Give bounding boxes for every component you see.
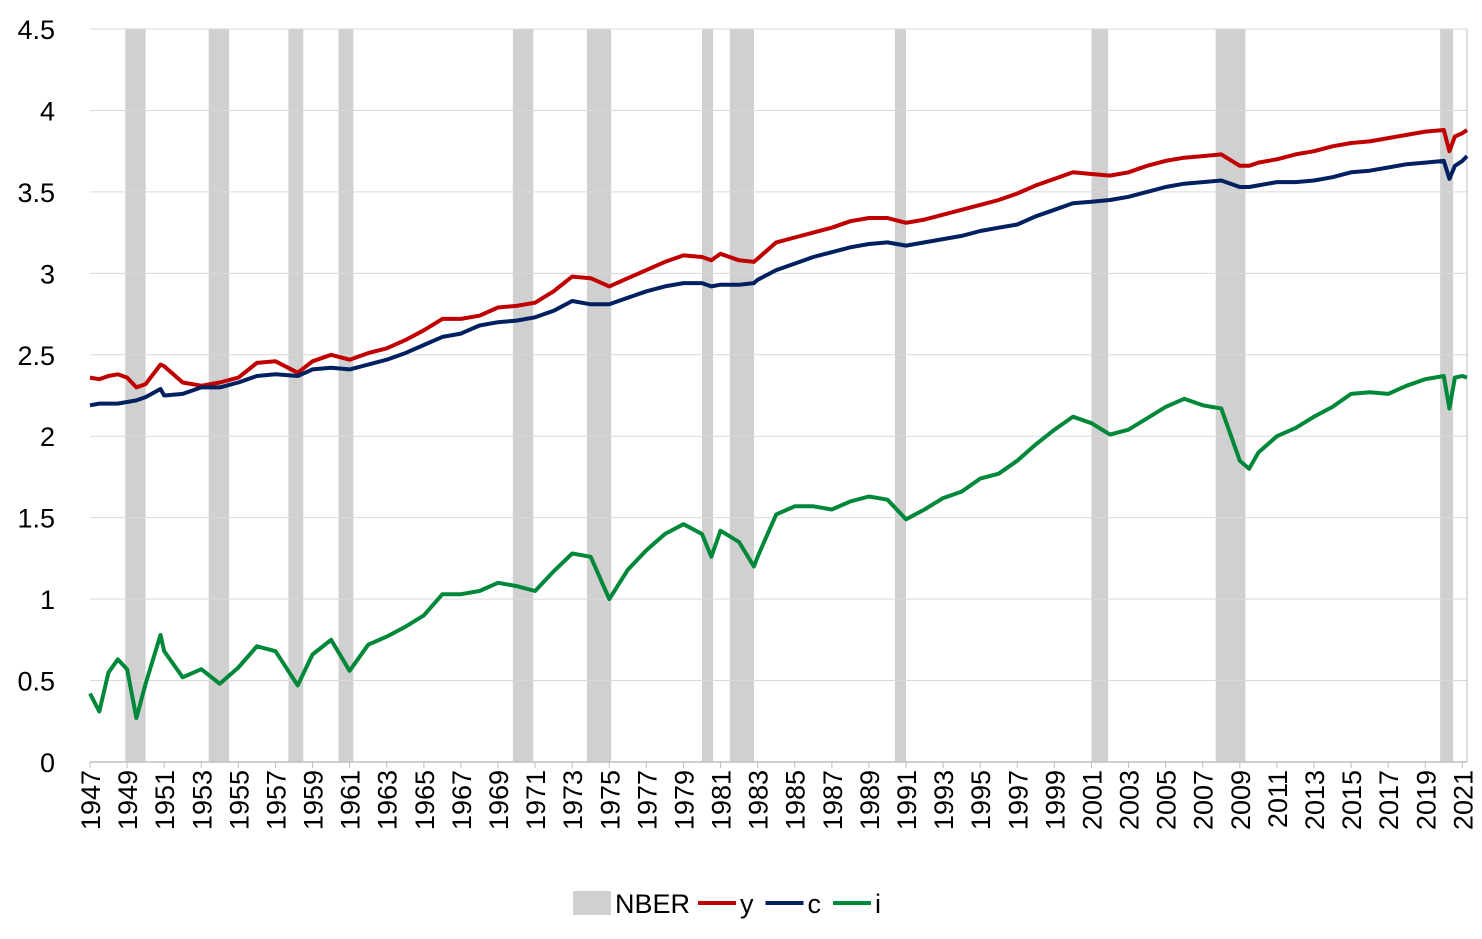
- x-tick-label: 1973: [558, 770, 588, 830]
- x-tick-label: 1977: [632, 770, 662, 830]
- x-tick-label: 1959: [299, 770, 329, 830]
- recession-band: [1215, 29, 1246, 762]
- y-tick-label: 3: [40, 259, 55, 289]
- y-tick-label: 4.5: [17, 15, 55, 45]
- legend-label: c: [808, 889, 822, 919]
- y-tick-label: 2.5: [17, 341, 55, 371]
- x-tick-label: 1951: [150, 770, 180, 830]
- y-tick-label: 2: [40, 422, 55, 452]
- x-tick-label: 1953: [187, 770, 217, 830]
- recession-band: [702, 29, 714, 762]
- legend-label: i: [875, 889, 881, 919]
- x-tick-label: 1949: [113, 770, 143, 830]
- x-tick-label: 2013: [1300, 770, 1330, 830]
- x-tick-label: 1965: [410, 770, 440, 830]
- recession-band: [512, 29, 534, 762]
- x-tick-label: 1991: [892, 770, 922, 830]
- legend-swatch: [573, 891, 611, 915]
- series-line: [88, 374, 1468, 720]
- x-tick-label: 1955: [224, 770, 254, 830]
- x-tick-label: 2001: [1077, 770, 1107, 830]
- y-tick-label: 4: [40, 96, 55, 126]
- x-tick-label: 1971: [521, 770, 551, 830]
- x-tick-label: 1969: [484, 770, 514, 830]
- x-tick-label: 1947: [76, 770, 106, 830]
- recession-band: [338, 29, 354, 762]
- legend-label: NBER: [615, 889, 690, 919]
- x-tick-label: 1957: [261, 770, 291, 830]
- recession-band: [894, 29, 906, 762]
- x-tick-label: 2007: [1189, 770, 1219, 830]
- x-tick-label: 1967: [447, 770, 477, 830]
- x-tick-label: 2021: [1448, 770, 1478, 830]
- x-tick-label: 1963: [373, 770, 403, 830]
- y-tick-label: 0.5: [17, 667, 55, 697]
- x-tick-label: 1985: [781, 770, 811, 830]
- x-tick-label: 1999: [1040, 770, 1070, 830]
- x-tick-label: 1981: [707, 770, 737, 830]
- series-line: [89, 128, 1469, 390]
- x-tick-label: 1975: [595, 770, 625, 830]
- x-tick-label: 1997: [1003, 770, 1033, 830]
- recession-band: [125, 29, 146, 762]
- x-tick-label: 2005: [1152, 770, 1182, 830]
- x-tick-label: 1995: [966, 770, 996, 830]
- recession-band: [587, 29, 612, 762]
- series-line: [89, 154, 1469, 408]
- y-tick-label: 3.5: [17, 178, 55, 208]
- x-tick-label: 2015: [1337, 770, 1367, 830]
- y-tick-label: 1: [40, 585, 55, 615]
- recession-band: [1091, 29, 1109, 762]
- x-tick-label: 1989: [855, 770, 885, 830]
- x-tick-label: 1979: [669, 770, 699, 830]
- x-tick-label: 1993: [929, 770, 959, 830]
- x-tick-label: 1983: [744, 770, 774, 830]
- x-tick-label: 2011: [1263, 770, 1293, 828]
- x-tick-label: 2017: [1374, 770, 1404, 830]
- legend-label: y: [740, 889, 754, 919]
- y-tick-label: 0: [40, 748, 55, 778]
- recession-band: [208, 29, 230, 762]
- x-tick-label: 2003: [1115, 770, 1145, 830]
- x-tick-label: 1987: [818, 770, 848, 830]
- recession-band: [729, 29, 754, 762]
- y-tick-label: 1.5: [17, 504, 55, 534]
- x-tick-label: 1961: [336, 770, 366, 830]
- x-tick-label: 2009: [1226, 770, 1256, 830]
- x-tick-label: 2019: [1411, 770, 1441, 830]
- recession-band: [288, 29, 304, 762]
